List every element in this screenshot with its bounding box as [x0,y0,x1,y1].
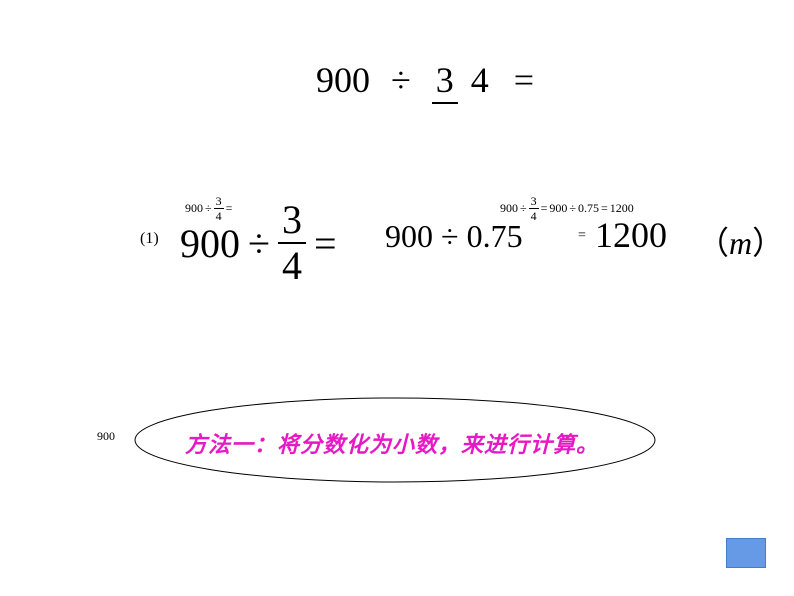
tiny-fraction-2: 3 4 [529,195,539,222]
big-eq-sign: = [314,220,337,267]
dividend: 900 [316,59,370,101]
blue-box-button[interactable] [726,538,766,568]
fraction-den: 4 [467,58,493,100]
divide-op: ÷ [391,59,411,101]
equals: = [514,59,534,101]
row-label: (1) [140,230,159,248]
big-fraction: 3 4 [278,200,306,286]
bottom-tiny-text: 900 [97,429,115,444]
result: 1200 [595,214,667,256]
fraction: 3 4 [432,62,493,98]
big-dividend: 900 [180,220,240,267]
fraction-num: 3 [432,60,458,104]
callout-ellipse: 方法一：将分数化为小数，来进行计算。 [130,395,660,485]
big-eq: 900 ÷ 3 4 = [180,200,337,286]
unit: （m） [697,218,784,264]
mid-expression: 900 ÷ 0.75 [385,218,523,255]
callout-text: 方法一：将分数化为小数，来进行计算。 [185,427,599,459]
big-op: ÷ [248,220,270,267]
top-equation: 900 ÷ 3 4 = [310,55,540,101]
equals-small: = [578,228,586,244]
